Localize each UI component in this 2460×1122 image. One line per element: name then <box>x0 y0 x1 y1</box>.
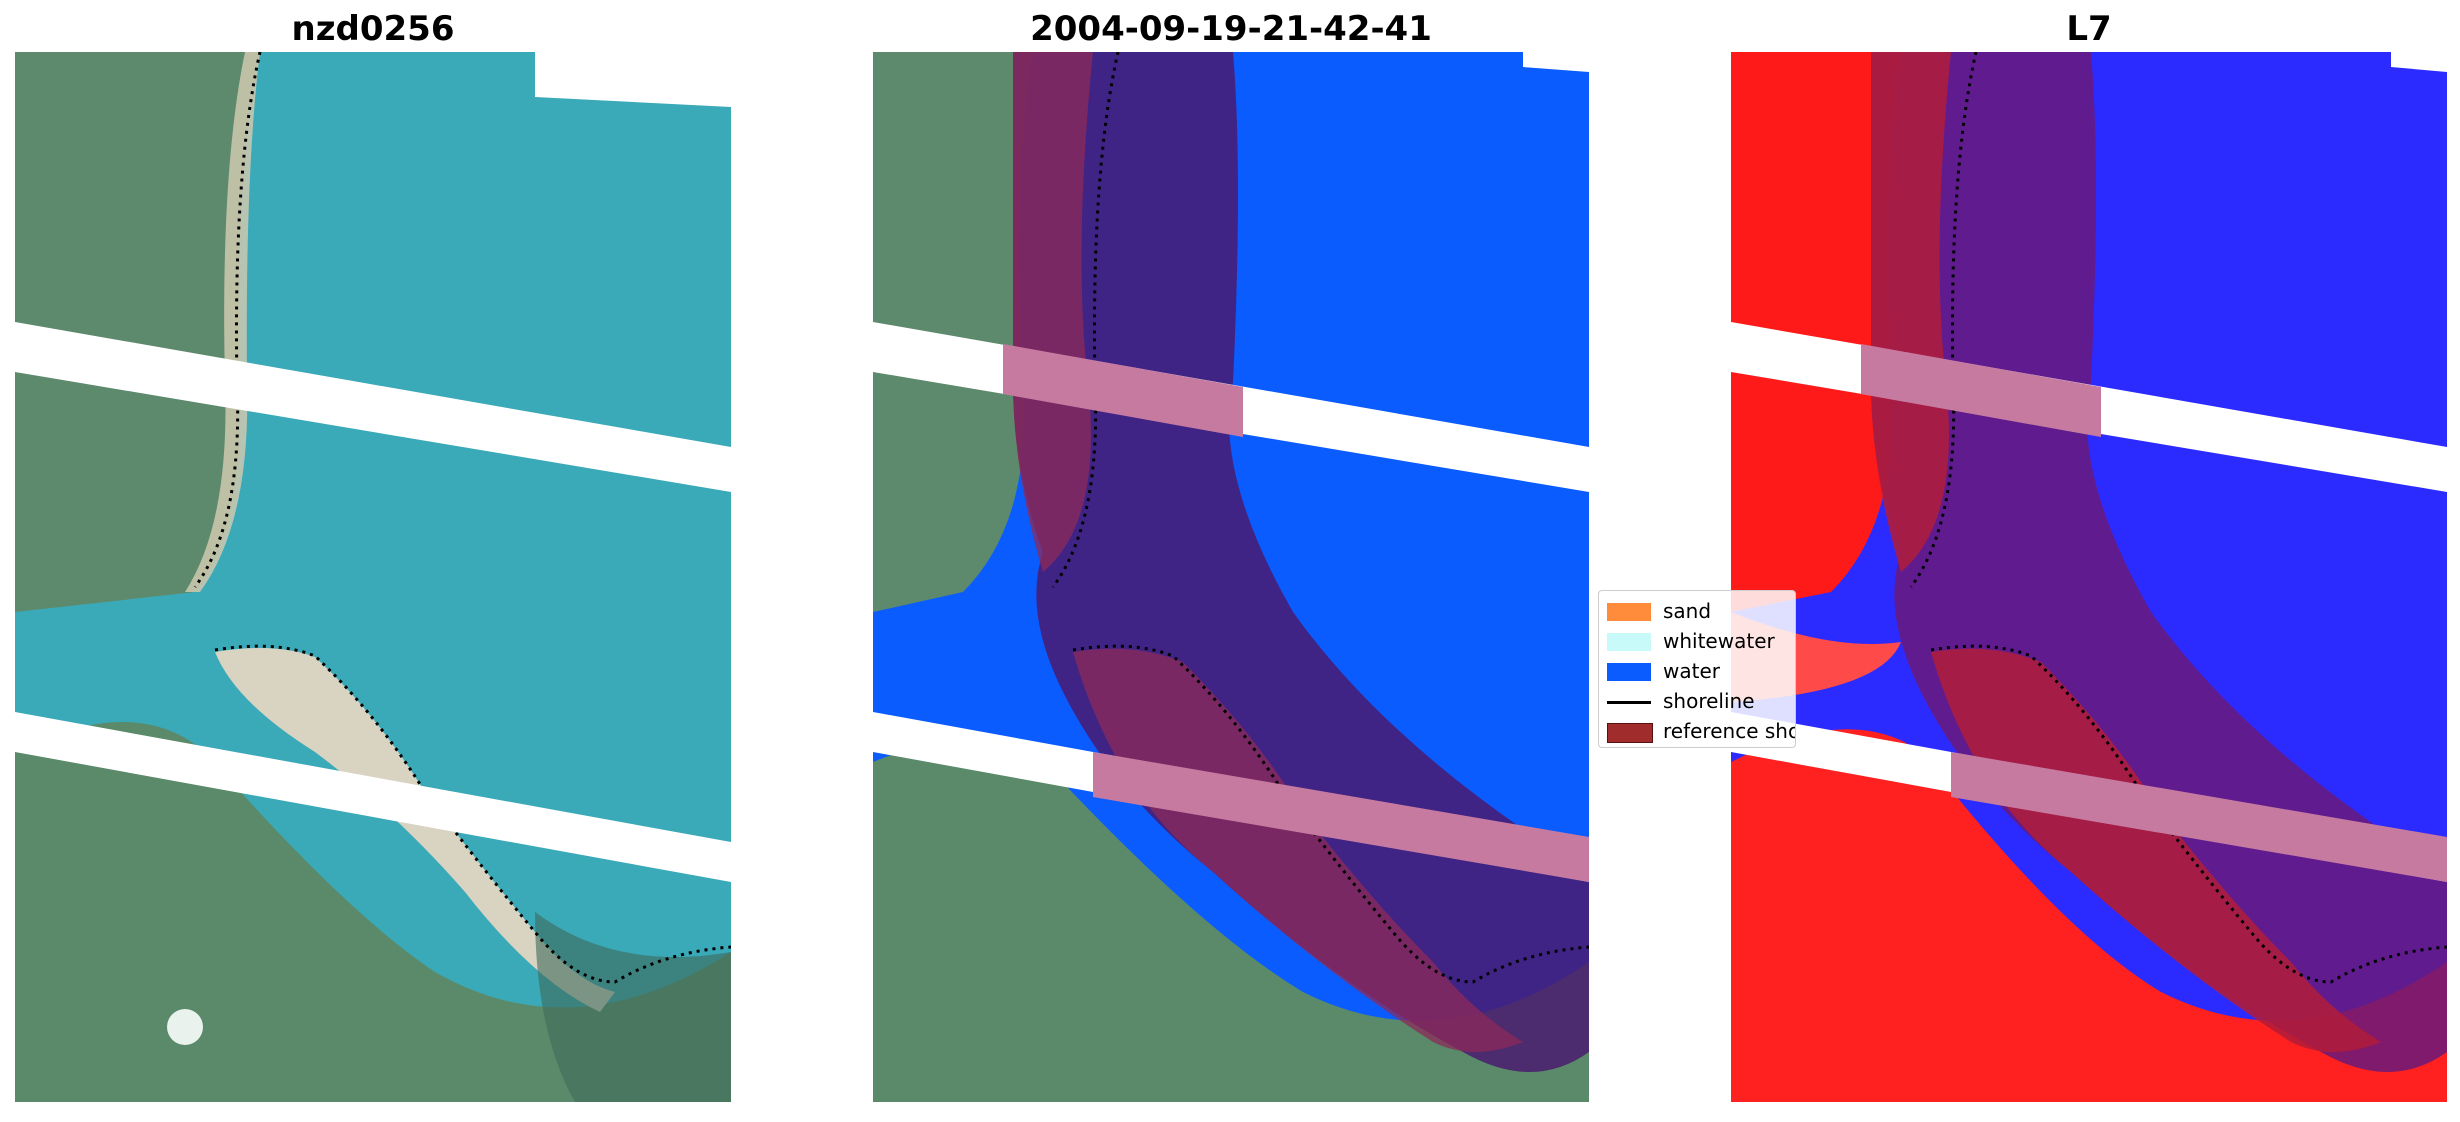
legend-item-sand: sand <box>1607 597 1795 625</box>
water-swatch <box>1607 663 1651 681</box>
legend: sand whitewater water shoreline referenc… <box>1598 590 1796 748</box>
classification-panel <box>873 52 1589 1102</box>
classification-image <box>873 52 1589 1102</box>
legend-label: sand <box>1663 599 1712 623</box>
legend-item-shoreline: shoreline <box>1607 687 1795 715</box>
shoreline-line-swatch <box>1607 701 1651 704</box>
legend-label: shoreline <box>1663 689 1755 713</box>
index-panel <box>1731 52 2447 1102</box>
rgb-image-panel <box>15 52 731 1102</box>
panel-title-classification: 2004-09-19-21-42-41 <box>1030 9 1432 49</box>
rgb-image <box>15 52 731 1102</box>
legend-item-water: water <box>1607 657 1795 685</box>
reference-shoreline-swatch <box>1607 723 1653 743</box>
legend-label: water <box>1663 659 1720 683</box>
index-image <box>1731 52 2447 1102</box>
legend-label: whitewater <box>1663 629 1775 653</box>
legend-label: reference shoreline <box>1663 719 1795 743</box>
panel-title-index: L7 <box>2066 9 2112 49</box>
panel-title-rgb: nzd0256 <box>291 9 455 49</box>
legend-item-reference-shoreline: reference shoreline <box>1607 717 1795 745</box>
legend-item-whitewater: whitewater <box>1607 627 1795 655</box>
sand-swatch <box>1607 603 1651 621</box>
whitewater-swatch <box>1607 633 1651 651</box>
